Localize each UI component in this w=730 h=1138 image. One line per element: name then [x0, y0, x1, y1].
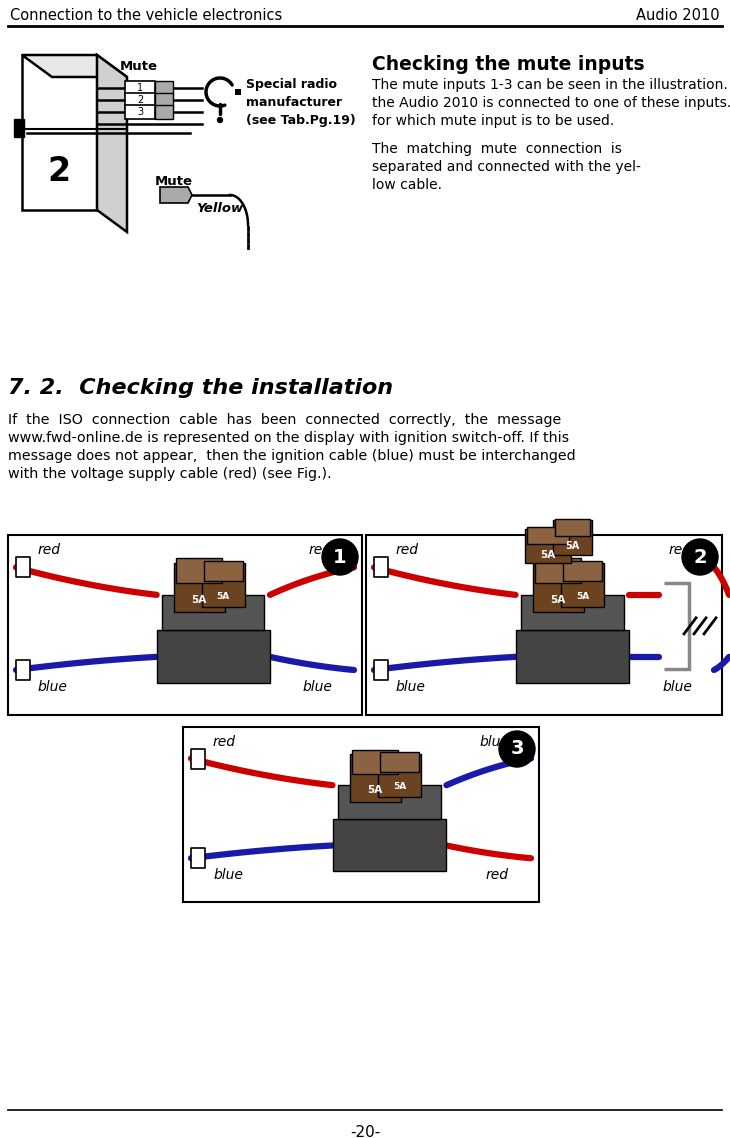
Text: 2: 2	[47, 155, 71, 188]
Bar	[366, 535, 722, 715]
Bar	[191, 848, 205, 868]
Text: Connection to the vehicle electronics: Connection to the vehicle electronics	[10, 8, 283, 23]
Text: 1: 1	[333, 547, 347, 567]
Text: 5A: 5A	[550, 595, 566, 605]
Bar	[374, 660, 388, 681]
Bar	[374, 558, 388, 577]
Polygon shape	[160, 187, 192, 203]
Text: for which mute input is to be used.: for which mute input is to be used.	[372, 114, 614, 127]
Text: The  matching  mute  connection  is: The matching mute connection is	[372, 142, 622, 156]
Circle shape	[322, 539, 358, 575]
Bar	[515, 630, 629, 683]
Bar	[533, 563, 584, 612]
Bar	[378, 754, 421, 798]
Bar	[16, 558, 30, 577]
Text: 5A: 5A	[217, 592, 230, 601]
Text: 7. 2.  Checking the installation: 7. 2. Checking the installation	[8, 378, 393, 398]
Bar	[16, 660, 30, 681]
Bar	[162, 595, 264, 630]
Bar	[176, 559, 222, 583]
Text: If  the  ISO  connection  cable  has  been  connected  correctly,  the  message: If the ISO connection cable has been con…	[8, 413, 561, 427]
Bar	[525, 529, 571, 563]
Text: blue: blue	[213, 868, 243, 882]
Text: The mute inputs 1-3 can be seen in the illustration.  The  yellow  mute  cable  : The mute inputs 1-3 can be seen in the i…	[372, 79, 730, 92]
Text: 2: 2	[694, 547, 707, 567]
Bar	[553, 520, 592, 554]
Bar	[157, 630, 270, 683]
Text: separated and connected with the yel-: separated and connected with the yel-	[372, 160, 641, 174]
Circle shape	[682, 539, 718, 575]
Bar	[235, 89, 241, 94]
Bar	[521, 595, 623, 630]
Polygon shape	[22, 55, 97, 211]
Text: message does not appear,  then the ignition cable (blue) must be interchanged: message does not appear, then the igniti…	[8, 450, 576, 463]
Text: 5A: 5A	[576, 592, 589, 601]
Bar	[8, 535, 362, 715]
Bar	[125, 105, 155, 119]
Bar	[125, 93, 155, 107]
Bar	[350, 754, 401, 802]
Text: 5A: 5A	[393, 782, 406, 791]
Bar	[333, 819, 447, 871]
Bar	[527, 527, 569, 544]
Text: Mute: Mute	[155, 175, 193, 188]
Text: red: red	[38, 544, 61, 558]
Text: Yellow: Yellow	[196, 203, 243, 215]
Bar	[201, 563, 245, 608]
Text: 3: 3	[137, 107, 143, 117]
Bar	[125, 81, 155, 94]
Text: red: red	[486, 868, 509, 882]
Bar	[561, 563, 604, 608]
Text: blue: blue	[396, 681, 426, 694]
Bar	[174, 563, 225, 612]
Text: 1: 1	[137, 83, 143, 93]
Text: 2: 2	[137, 94, 143, 105]
Bar	[155, 105, 173, 119]
Text: Checking the mute inputs: Checking the mute inputs	[372, 55, 645, 74]
Circle shape	[218, 117, 223, 123]
Text: www.fwd-online.de is represented on the display with ignition switch-off. If thi: www.fwd-online.de is represented on the …	[8, 431, 569, 445]
Text: red: red	[309, 544, 332, 558]
Bar	[352, 750, 399, 774]
Circle shape	[499, 731, 535, 767]
Text: red: red	[669, 544, 692, 558]
Bar	[563, 561, 602, 582]
Bar	[14, 118, 24, 137]
Text: red: red	[396, 544, 419, 558]
Bar	[380, 752, 419, 772]
Text: low cable.: low cable.	[372, 178, 442, 192]
Text: blue: blue	[662, 681, 692, 694]
Text: Special radio
manufacturer
(see Tab.Pg.19): Special radio manufacturer (see Tab.Pg.1…	[246, 79, 356, 127]
Text: with the voltage supply cable (red) (see Fig.).: with the voltage supply cable (red) (see…	[8, 467, 331, 481]
Polygon shape	[22, 55, 127, 77]
Text: blue: blue	[479, 734, 509, 749]
Text: 5A: 5A	[540, 550, 556, 560]
Bar	[155, 81, 173, 94]
Text: red: red	[213, 734, 236, 749]
Text: -20-: -20-	[350, 1125, 380, 1138]
Bar	[535, 559, 581, 583]
Text: Mute: Mute	[120, 60, 158, 73]
Text: the Audio 2010 is connected to one of these inputs. Please refer to the table: the Audio 2010 is connected to one of th…	[372, 96, 730, 110]
Polygon shape	[97, 55, 127, 232]
Bar	[183, 727, 539, 902]
Text: 5A: 5A	[368, 785, 383, 795]
Bar	[338, 785, 441, 819]
Bar	[191, 749, 205, 768]
Bar	[155, 93, 173, 107]
Text: 5A: 5A	[565, 541, 580, 551]
Text: 3: 3	[510, 740, 523, 759]
Text: blue: blue	[302, 681, 332, 694]
Text: blue: blue	[38, 681, 68, 694]
Text: 5A: 5A	[191, 595, 207, 605]
Bar	[555, 519, 590, 536]
Text: Audio 2010: Audio 2010	[637, 8, 720, 23]
Bar	[204, 561, 243, 582]
